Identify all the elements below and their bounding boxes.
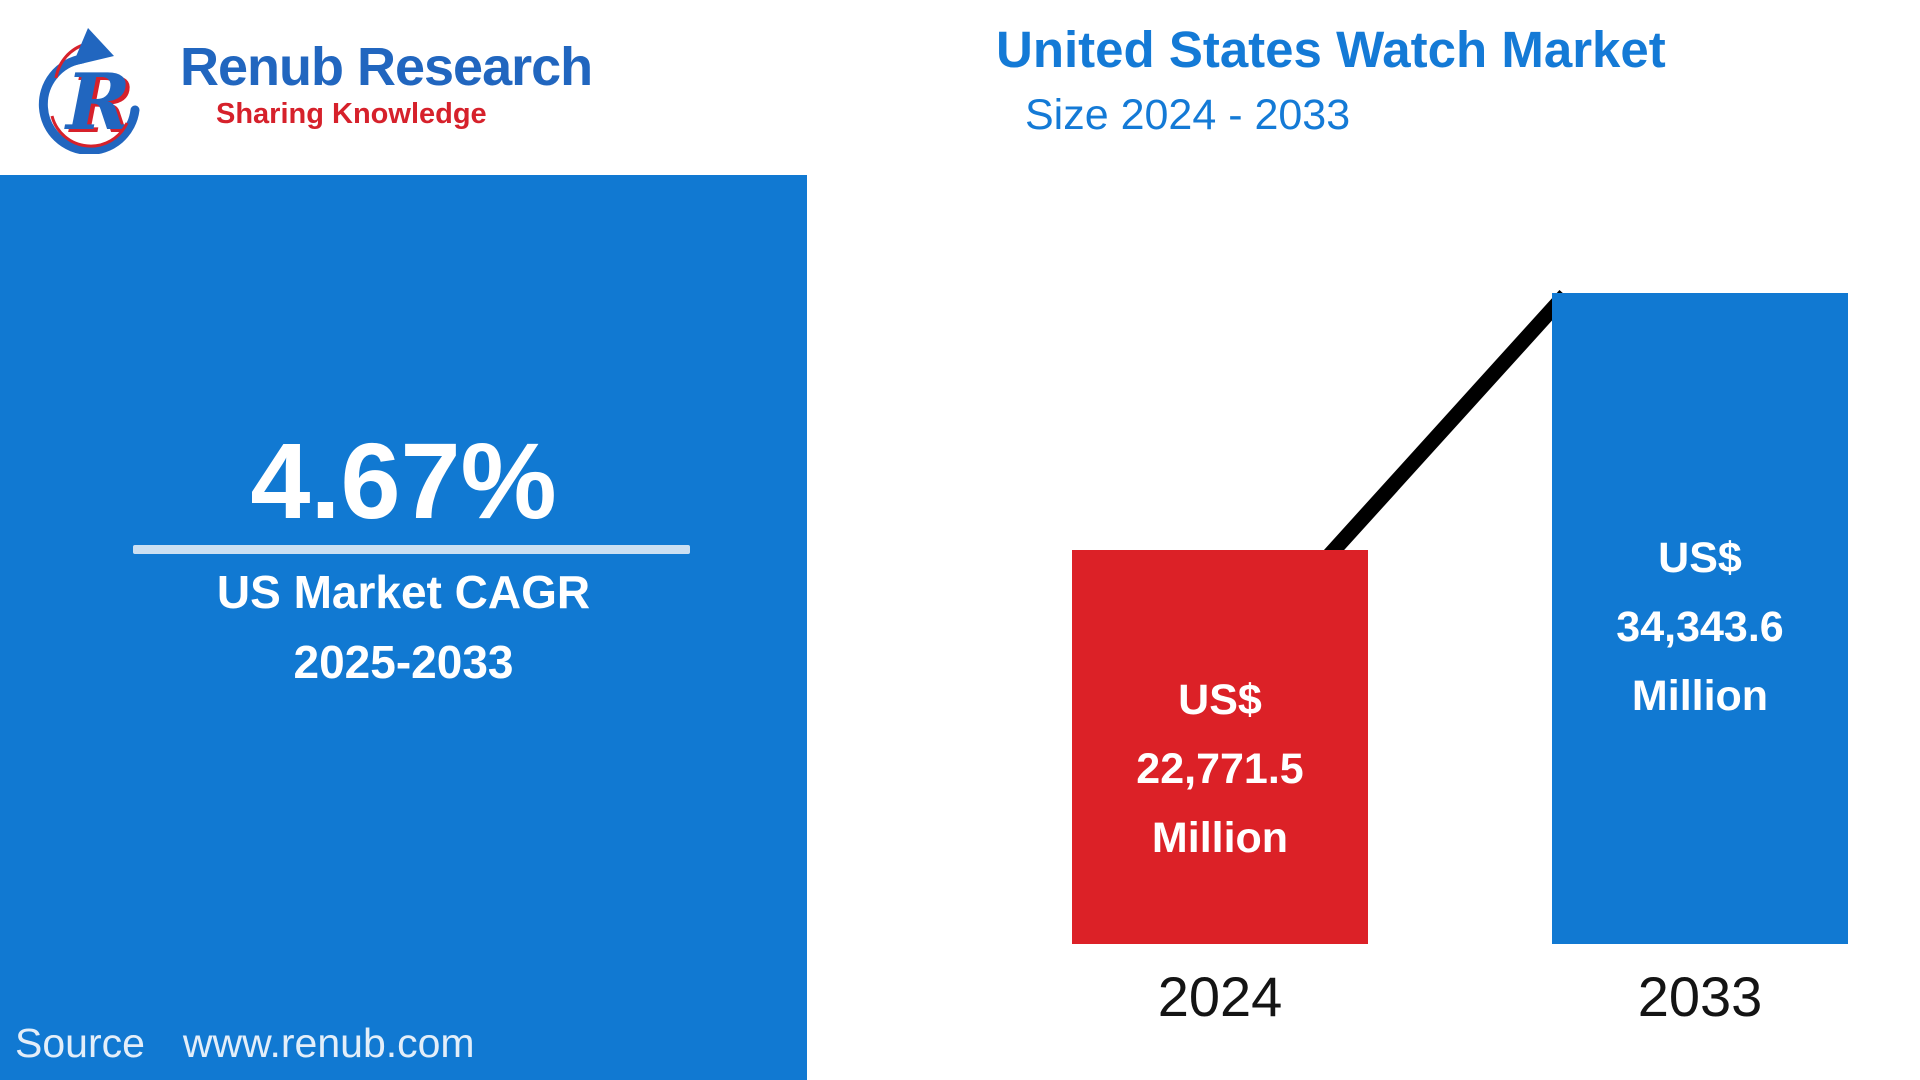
bar-2024-label-unit: Million (1151, 813, 1289, 862)
brand-wordmark: Renub Research Sharing Knowledge (180, 16, 593, 130)
renub-logo-icon: R R (38, 28, 140, 154)
source-url: www.renub.com (182, 1020, 475, 1066)
page-subtitle: Size 2024 - 2033 (1025, 91, 1351, 139)
cagr-label-line2: 2025-2033 (293, 636, 514, 688)
brand-name: Renub Research (180, 37, 593, 97)
bar-2033-label-unit: Million (1631, 672, 1769, 720)
bar-2024: US$ 22,771.5 Million (1072, 550, 1368, 944)
bar-2033: US$ 34,343.6 Million (1552, 293, 1848, 944)
divider-line (133, 545, 690, 554)
axis-label-2033: 2033 (1637, 965, 1763, 1028)
source-line: Source www.renub.com (15, 1019, 475, 1068)
cagr-value: 4.67% (250, 420, 557, 541)
bar-2033-label-value: 34,343.6 (1616, 603, 1784, 651)
brand-logo: R R Renub Research Sharing Knowledge (28, 16, 593, 154)
cagr-panel: 4.67% US Market CAGR 2025-2033 Source ww… (0, 175, 807, 1080)
bar-2033-label-currency: US$ (1658, 534, 1742, 582)
bar-2024-label: US$ 22,771.5 Million (1072, 572, 1368, 966)
cagr-label-line1: US Market CAGR (216, 566, 591, 618)
bar-2024-label-value: 22,771.5 (1136, 744, 1304, 793)
page-title: United States Watch Market (996, 21, 1666, 78)
source-label: Source (15, 1020, 145, 1066)
bar-2024-label-currency: US$ (1178, 675, 1262, 724)
cagr-label: US Market CAGR 2025-2033 (0, 557, 807, 697)
bar-2033-label: US$ 34,343.6 Million (1552, 302, 1848, 953)
axis-label-2024: 2024 (1157, 965, 1283, 1028)
brand-tagline: Sharing Knowledge (216, 98, 487, 130)
